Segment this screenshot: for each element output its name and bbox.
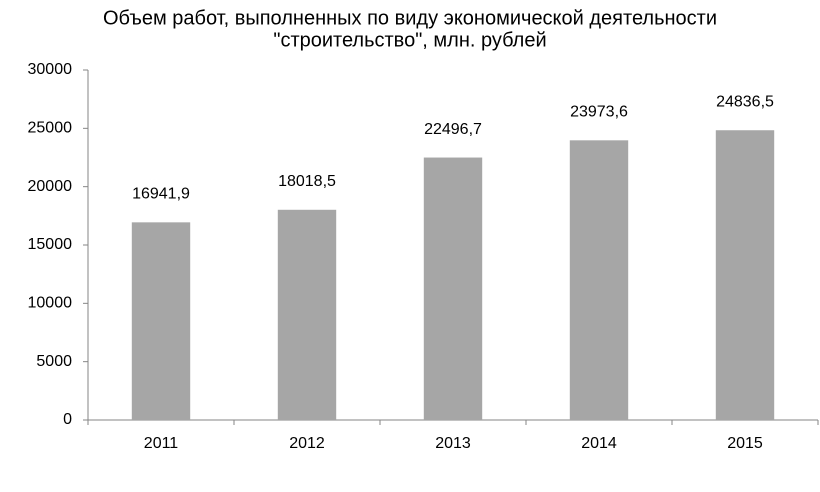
chart-title: "строительство", млн. рублей [273,29,546,51]
x-tick-label: 2014 [581,435,617,452]
y-tick-label: 10000 [28,295,73,312]
bar [277,209,337,420]
y-tick-label: 0 [63,411,72,428]
x-tick-label: 2012 [289,435,325,452]
bar [569,140,629,421]
x-tick-label: 2015 [727,435,763,452]
y-tick-label: 30000 [28,61,73,78]
bar [715,130,775,420]
value-label: 24836,5 [716,93,774,110]
bar [131,222,191,420]
value-label: 22496,7 [424,121,482,138]
y-tick-label: 5000 [36,353,72,370]
bar [423,157,483,420]
value-label: 18018,5 [278,173,336,190]
x-tick-label: 2013 [435,435,471,452]
chart-title: Объем работ, выполненных по виду экономи… [103,7,717,29]
y-tick-label: 25000 [28,120,73,137]
value-label: 23973,6 [570,104,628,121]
x-tick-label: 2011 [144,435,179,452]
value-label: 16941,9 [132,186,190,203]
y-tick-label: 20000 [28,178,73,195]
y-tick-label: 15000 [28,236,73,253]
